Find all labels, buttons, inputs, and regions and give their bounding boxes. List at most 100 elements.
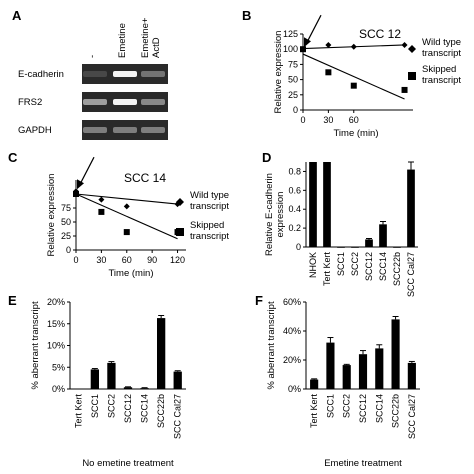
bar-scc2 xyxy=(107,362,116,389)
x-tick-label: NHOK xyxy=(308,252,318,278)
data-point-wild-type-transcript xyxy=(401,41,408,48)
y-tick-label: 10% xyxy=(47,341,65,351)
bar-scc22b xyxy=(157,318,166,389)
gel-band xyxy=(113,127,137,133)
data-point-wild-type-transcript xyxy=(98,196,105,203)
x-tick-label: Tert Kert xyxy=(73,394,83,429)
gel-row-label: E-cadherin xyxy=(18,69,64,80)
bar-scc1 xyxy=(326,342,335,389)
bar-scc12 xyxy=(358,354,368,389)
y-axis-label: Relative expression xyxy=(46,174,57,257)
legend-label-line: transcript xyxy=(190,201,229,212)
data-point-skipped-transcript xyxy=(401,86,408,93)
x-tick-label: Tert Kert xyxy=(309,394,319,429)
y-axis-label: % aberrant transcript xyxy=(30,301,41,390)
x-tick-label: SCC2 xyxy=(350,252,360,276)
y-tick-label: 75 xyxy=(61,203,71,213)
x-tick-label: 120 xyxy=(170,255,185,265)
gel-lane-label: - xyxy=(87,55,98,58)
y-tick-label: 25 xyxy=(61,231,71,241)
x-tick-label: 0 xyxy=(300,115,305,125)
bar-nhok xyxy=(309,162,317,247)
gel-row-label: FRS2 xyxy=(18,97,42,108)
pointer-arrow xyxy=(305,14,322,45)
trend-line-skipped-transcript xyxy=(75,193,178,240)
y-tick-label: 0 xyxy=(66,245,71,255)
chart-b-scc12: 0 25 50 75 100 125 0 30 60 Time (min) Relative exp… xyxy=(273,14,461,139)
data-point-skipped-transcript xyxy=(123,229,130,236)
gel-lane-label: Emetine xyxy=(117,23,128,58)
bar-scc22b xyxy=(393,247,401,248)
trend-line-skipped-transcript xyxy=(302,53,405,100)
bar-scc1 xyxy=(337,247,345,248)
y-tick-label: 0 xyxy=(296,242,301,252)
data-point-skipped-transcript xyxy=(300,46,306,53)
chart-e-no-emetine: 0% 5% 10% 15% 20% Tert Kert SCC1 SCC2 SCC12 SCC14… xyxy=(30,297,186,469)
gel-band xyxy=(141,71,165,77)
chart-f-emetine: 0% 20% 40% 60% Tert Kert SCC1 SCC2 SCC12 SCC14 SC… xyxy=(266,297,420,469)
bar-scc-cal27 xyxy=(407,362,416,389)
x-tick-label: 0 xyxy=(73,255,78,265)
x-tick-label: Tert Kert xyxy=(322,252,332,287)
gel-band xyxy=(141,127,165,133)
x-tick-label: SCC Cal27 xyxy=(173,394,183,439)
data-point-wild-type-transcript xyxy=(325,41,332,48)
chart-title: SCC 12 xyxy=(359,27,401,41)
x-tick-label: SCC2 xyxy=(342,394,352,418)
y-tick-label: 25 xyxy=(288,90,298,100)
y-tick-label: 0 xyxy=(293,105,298,115)
y-axis-label: Relative expression xyxy=(273,31,284,114)
gel-bands xyxy=(82,64,168,140)
legend-label: Wild type transcript xyxy=(422,37,461,59)
x-tick-label: SCC14 xyxy=(378,252,388,281)
gel-band xyxy=(113,71,137,77)
x-axis-label: Time (min) xyxy=(108,268,153,279)
bar-scc-cal27 xyxy=(173,371,182,389)
x-tick-label: SCC14 xyxy=(140,394,150,423)
gel-row-label: GAPDH xyxy=(18,125,52,136)
x-tick-label: SCC2 xyxy=(106,394,116,418)
chart-d-ecadherin: 0 0.2 0.4 0.6 0.8 NHOK Tert Kert SCC1 SCC2 SCC12 S… xyxy=(264,161,418,297)
y-tick-label: 20% xyxy=(47,297,65,307)
y-tick-label: 40% xyxy=(283,326,301,336)
bar-scc1 xyxy=(90,369,99,389)
x-tick-label: SCC22b xyxy=(391,394,401,428)
bar-scc-cal27 xyxy=(407,169,415,247)
gel-band xyxy=(83,127,107,133)
x-tick-label: SCC1 xyxy=(325,394,335,418)
x-tick-label: 30 xyxy=(323,115,333,125)
y-axis-label: Relative E-cadherinexpression xyxy=(264,173,286,256)
gel-lane-labels: - Emetine Emetine+ ActD xyxy=(87,17,162,58)
panel-label-e: E xyxy=(8,293,17,308)
gel-panel: - Emetine Emetine+ ActD E-cadherin FRS2 GAPDH xyxy=(18,17,168,140)
legend-label-line: transcript xyxy=(422,48,461,59)
legend-marker-skipped-transcript xyxy=(176,228,184,236)
legend-label-line: Wild type xyxy=(422,37,461,48)
x-tick-label: 60 xyxy=(349,115,359,125)
data-point-skipped-transcript xyxy=(350,82,357,89)
x-tick-label: 60 xyxy=(122,255,132,265)
y-tick-label: 75 xyxy=(288,59,298,69)
y-tick-label: 15% xyxy=(47,319,65,329)
y-axis-label-line: expression xyxy=(275,192,286,238)
bar-scc22b xyxy=(391,319,400,389)
data-point-skipped-transcript xyxy=(98,208,105,215)
bar-tert-kert xyxy=(74,388,83,390)
gel-band xyxy=(83,99,107,105)
y-tick-label: 0.2 xyxy=(288,223,301,233)
data-point-wild-type-transcript xyxy=(350,43,357,50)
bar-scc14 xyxy=(375,348,384,389)
data-point-skipped-transcript xyxy=(73,191,79,197)
panel-label-f: F xyxy=(255,293,263,308)
x-axis-label: Time (min) xyxy=(333,128,378,139)
legend-label-line: transcript xyxy=(422,75,461,86)
pointer-arrowhead xyxy=(304,37,311,48)
gel-band xyxy=(83,71,107,77)
bar-tert-kert xyxy=(323,162,331,247)
bar-scc2 xyxy=(342,365,351,389)
bar-scc12 xyxy=(123,387,133,389)
y-tick-label: 50 xyxy=(288,75,298,85)
legend-marker-skipped-transcript xyxy=(408,72,416,80)
y-tick-label: 0% xyxy=(288,384,301,394)
